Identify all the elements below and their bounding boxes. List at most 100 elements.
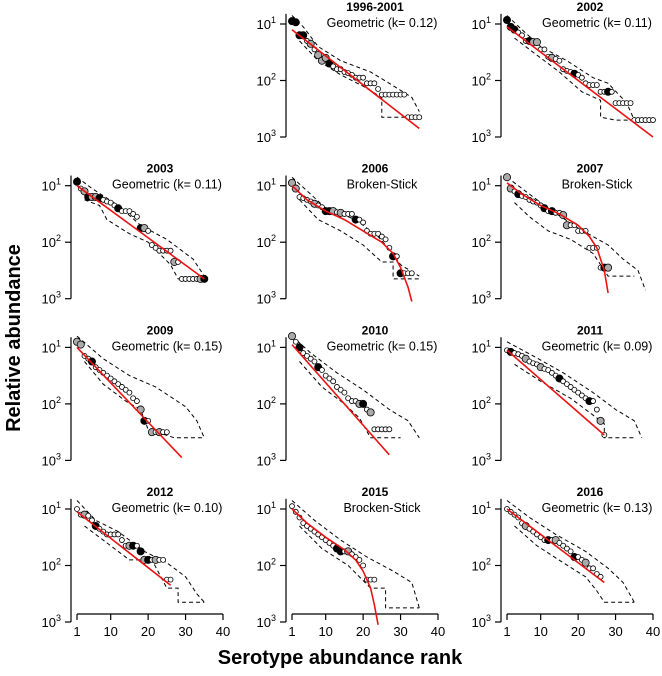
panel-model-label: Geometric (k= 0.15) [112,339,223,353]
y-tick-base: 10 [472,292,486,307]
data-point [567,548,574,555]
x-tick-label: 1 [288,624,295,639]
envelope-lower [84,361,205,439]
panel-model-label: Geometric (k= 0.15) [327,339,438,353]
panel-title: 2006 [362,162,389,176]
data-point [567,384,574,390]
data-point [119,537,125,543]
data-point [345,395,352,402]
x-axis-title: Serotype abundance rank [218,647,463,669]
y-tick-base: 10 [472,559,486,574]
y-tick-base: 10 [472,615,486,630]
y-tick-base: 10 [257,235,271,250]
data-point [356,216,363,223]
data-point [371,576,378,583]
y-tick-base: 10 [472,502,486,517]
fit-line [291,185,413,302]
data-point [136,547,145,556]
fit-line [506,26,654,138]
y-tick-label: 102 [42,233,61,250]
panel-model-label: Geometric (k= 0.10) [112,501,223,515]
y-tick-base: 10 [257,502,271,517]
y-tick-exponent: 2 [56,557,61,567]
panel-title: 2012 [147,485,174,499]
data-point [532,38,541,47]
y-tick-label: 103 [257,290,276,307]
y-tick-base: 10 [42,453,56,468]
data-point [133,213,140,220]
y-tick-base: 10 [472,453,486,468]
fit-line [76,185,205,280]
data-point [541,46,548,53]
x-tick-label: 40 [431,624,445,639]
y-tick-exponent: 2 [271,72,276,82]
panel-model-label: Geometric (k= 0.13) [542,501,653,515]
data-point [378,233,385,240]
x-tick-label: 20 [571,624,585,639]
envelope-upper [76,335,205,439]
y-tick-label: 103 [472,128,491,145]
data-point [76,340,85,349]
data-point [160,556,167,563]
y-tick-exponent: 2 [486,233,491,243]
y-tick-exponent: 2 [56,233,61,243]
y-tick-exponent: 1 [486,15,491,25]
y-tick-exponent: 1 [56,500,61,510]
envelope-upper [291,335,420,439]
data-point [126,389,133,396]
y-tick-label: 102 [472,233,491,250]
y-tick-label: 103 [257,451,276,468]
y-tick-base: 10 [257,397,271,412]
y-tick-label: 102 [257,233,276,250]
panel-model-label: Geometric (k= 0.11) [542,16,652,30]
data-point [163,429,170,436]
y-tick-exponent: 2 [486,72,491,82]
y-tick-exponent: 2 [56,395,61,405]
data-point [371,80,378,87]
y-tick-label: 101 [42,338,61,355]
data-point [560,542,567,549]
y-tick-base: 10 [42,559,56,574]
data-point [578,392,585,399]
data-point [311,358,318,365]
x-tick-label: 40 [216,624,230,639]
envelope-lower [514,37,635,121]
y-tick-exponent: 3 [486,128,491,138]
panel-title: 2003 [147,162,174,176]
data-point [330,63,337,70]
panel-title: 2010 [362,323,389,337]
data-point [115,381,122,388]
data-point [87,357,96,366]
data-point [575,71,582,78]
data-point [356,556,363,563]
y-tick-label: 103 [472,290,491,307]
envelope-lower [84,525,205,603]
fit-line [291,344,390,456]
envelope-lower [299,199,420,280]
panel-title: 2011 [577,323,603,337]
y-tick-base: 10 [257,615,271,630]
x-tick-label: 30 [178,624,192,639]
y-tick-exponent: 3 [486,613,491,623]
y-tick-base: 10 [472,397,486,412]
y-tick-exponent: 2 [271,557,276,567]
data-point [307,355,314,362]
data-point [401,91,408,98]
data-point [295,343,304,352]
y-tick-exponent: 2 [486,557,491,567]
y-tick-exponent: 2 [271,233,276,243]
data-point [133,398,140,404]
y-tick-exponent: 1 [56,338,61,348]
data-point [322,372,329,379]
panel-model-label: Brocken-Stick [343,501,421,515]
data-point [360,74,367,81]
x-tick-label: 30 [608,624,622,639]
panel-model-label: Geometric (k= 0.09) [542,339,653,353]
y-tick-label: 101 [472,338,491,355]
